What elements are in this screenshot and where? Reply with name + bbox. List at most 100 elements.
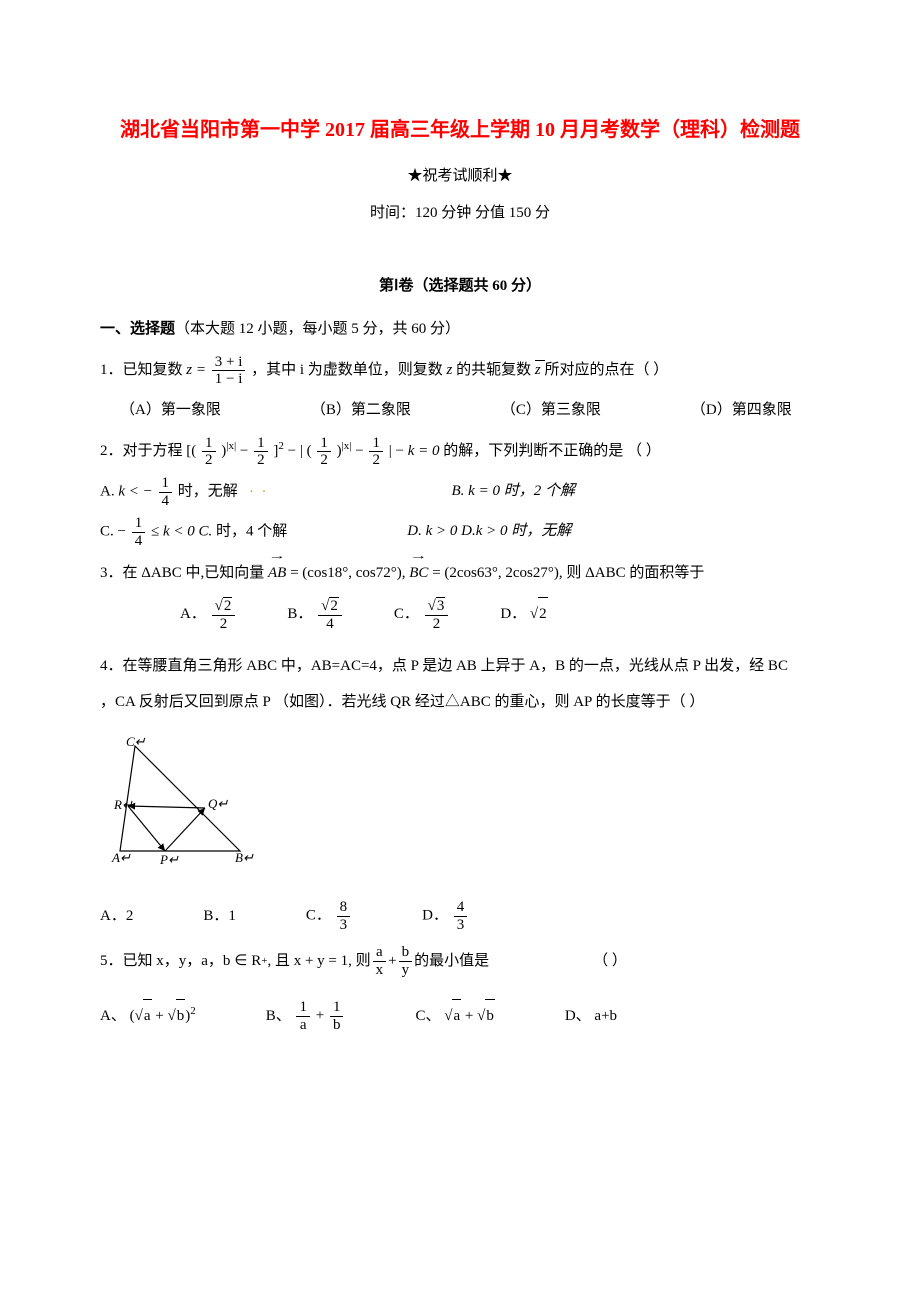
q5-plus2: +: [388, 943, 396, 979]
q2-h2n: 1: [254, 435, 268, 453]
q2-c-fn: 1: [132, 515, 146, 533]
q2-a-pre: A.: [100, 483, 118, 499]
q2-h3d: 2: [317, 452, 331, 469]
q5-f1d: x: [373, 962, 387, 979]
q5-b-f1n: 1: [296, 999, 310, 1017]
q2-p1: [(: [186, 443, 196, 459]
q2-a-suf: 时，无解: [178, 483, 238, 499]
q3-d-sqrt: 2: [530, 597, 548, 631]
q3-c-d: 2: [425, 616, 449, 633]
q1-options: （A）第一象限 （B）第二象限 （C）第三象限 （D）第四象限: [120, 394, 820, 427]
q2-options-row2: C. − 14 ≤ k < 0 C. 时，4 个解 D. k > 0 D.k >…: [100, 515, 820, 549]
q5-opt-c: C、 a + b: [415, 999, 494, 1033]
q1-opt-b: （B）第二象限: [311, 394, 411, 427]
q4-d-lbl: D．: [422, 907, 448, 923]
dots-icon: · ·: [242, 476, 272, 509]
q2-m1: −: [240, 443, 252, 459]
q5-a-sqb-b: b: [176, 999, 186, 1033]
exam-title: 湖北省当阳市第一中学 2017 届高三年级上学期 10 月月考数学（理科）检测题: [100, 110, 820, 150]
q2-c-c: C.: [198, 523, 212, 539]
q5-paren: （ ）: [593, 943, 627, 979]
exam-timing: 时间：120 分钟 分值 150 分: [100, 197, 820, 230]
q3-a-lbl: A．: [180, 606, 206, 622]
q5-prefix: 5．已知 x，y，a，b: [100, 943, 230, 979]
q5-b-f2: 1b: [330, 999, 344, 1033]
q5-d-lbl: D、: [565, 1008, 591, 1024]
q5-f1n: a: [373, 944, 387, 962]
q5-c-sqa-b: a: [452, 999, 461, 1033]
q5-c-sqb: b: [477, 999, 495, 1033]
q4-d-d: 3: [454, 917, 468, 934]
q2-keq: k = 0: [408, 443, 440, 459]
q5-suffix: 的最小值是: [414, 943, 489, 979]
q2-a-fd: 4: [159, 493, 173, 510]
q5-c-lbl: C、: [415, 1008, 440, 1024]
q5-c-sqa: a: [444, 999, 461, 1033]
q3-abval: = (cos18°, cos72°),: [290, 565, 409, 581]
q5-opt-b: B、 1a + 1b: [266, 999, 346, 1033]
q2-half1: 12: [202, 435, 216, 469]
q1-opt-d: （D）第四象限: [691, 394, 792, 427]
section-1-title-bold: 一、选择题: [100, 321, 175, 337]
q2-m2: − | (: [288, 443, 312, 459]
q5-c-sqb-b: b: [485, 999, 495, 1033]
q5-f1: ax: [373, 944, 387, 978]
question-4: 4．在等腰直角三角形 ABC 中，AB=AC=4，点 P 是边 AB 上异于 A…: [100, 648, 820, 720]
q3-a-d: 2: [212, 616, 236, 633]
q1-z: z =: [186, 362, 206, 378]
question-3: 3．在 ΔABC 中,已知向量 AB = (cos18°, cos72°), B…: [100, 555, 820, 591]
q3-opt-b: B． 24: [287, 597, 344, 632]
q2-opt-a: A. k < − 14 时，无解 · ·: [100, 475, 272, 509]
q5-f2d: y: [399, 962, 413, 979]
diagram-label-c: C↵: [126, 736, 146, 749]
q2-options-row1: A. k < − 14 时，无解 · · B. k = 0 时，2 个解: [100, 475, 820, 509]
q3-opt-d: D． 2: [500, 597, 547, 632]
q2-opt-b: B. k = 0 时，2 个解: [452, 475, 575, 509]
q4-c-frac: 83: [337, 899, 351, 933]
q5-a-sq: 2: [190, 1005, 196, 1017]
q2-half2: 12: [254, 435, 268, 469]
q2-h4d: 2: [369, 452, 383, 469]
q1-mid: ，其中 i 为虚数单位，则复数: [251, 362, 446, 378]
q5-f2n: b: [399, 944, 413, 962]
q5-rplus-pre: ∈ R: [234, 943, 261, 979]
q5-opt-d: D、 a+b: [565, 1000, 617, 1033]
q2-suffix: 的解，下列判断不正确的是 （ ）: [443, 443, 661, 459]
q3-opt-a: A． 22: [180, 597, 237, 632]
q1-mid2: 的共轭复数: [456, 362, 535, 378]
q3-b-frac: 24: [318, 597, 342, 632]
q3-options: A． 22 B． 24 C． 32 D． 2: [180, 597, 820, 632]
q3-c-frac: 32: [425, 597, 449, 632]
q1-frac: 3 + i 1 − i: [212, 354, 246, 388]
q3-line: 3．在 ΔABC 中,已知向量: [100, 565, 268, 581]
q1-opt-c: （C）第三象限: [501, 394, 601, 427]
q2-c-fd: 4: [132, 533, 146, 550]
q4-opt-d: D． 43: [422, 899, 469, 933]
q5-opt-a: A、 (a + b)2: [100, 999, 196, 1033]
diagram-label-p: P↵: [159, 852, 179, 866]
question-5: 5．已知 x，y，a，b ∈ R+ , 且 x + y = 1, 则 ax + …: [100, 943, 820, 979]
q2-c-pre: C. −: [100, 523, 126, 539]
q4-c-n: 8: [337, 899, 351, 917]
q2-c-frac: 14: [132, 515, 146, 549]
q4-line1: 4．在等腰直角三角形 ABC 中，AB=AC=4，点 P 是边 AB 上异于 A…: [100, 648, 820, 684]
q1-opt-a: （A）第一象限: [120, 394, 221, 427]
q5-a-plus: +: [152, 1008, 168, 1024]
q2-h1d: 2: [202, 452, 216, 469]
q5-a-sqb: b: [167, 999, 185, 1033]
q3-vec-bc: BC: [409, 555, 428, 591]
diagram-label-a: A↵: [111, 850, 131, 865]
diagram-label-b: B↵: [235, 850, 254, 865]
q5-d-val: a+b: [594, 1008, 617, 1024]
q3-c-n: 3: [425, 597, 449, 616]
q1-zvar: z: [447, 362, 453, 378]
diagram-label-r: R↵: [113, 797, 133, 812]
triangle-diagram: A↵ B↵ C↵ P↵ Q↵ R↵: [110, 736, 260, 866]
q1-zbar: z: [535, 362, 545, 378]
q3-vec-ab: AB: [268, 555, 286, 591]
question-1: 1．已知复数 z = 3 + i 1 − i ，其中 i 为虚数单位，则复数 z…: [100, 352, 820, 388]
q5-b-f1: 1a: [296, 999, 310, 1033]
section-1-title-rest: （本大题 12 小题，每小题 5 分，共 60 分）: [175, 321, 460, 337]
q5-a-sqa: a: [135, 999, 152, 1033]
q5-b-plus: +: [316, 1007, 328, 1023]
